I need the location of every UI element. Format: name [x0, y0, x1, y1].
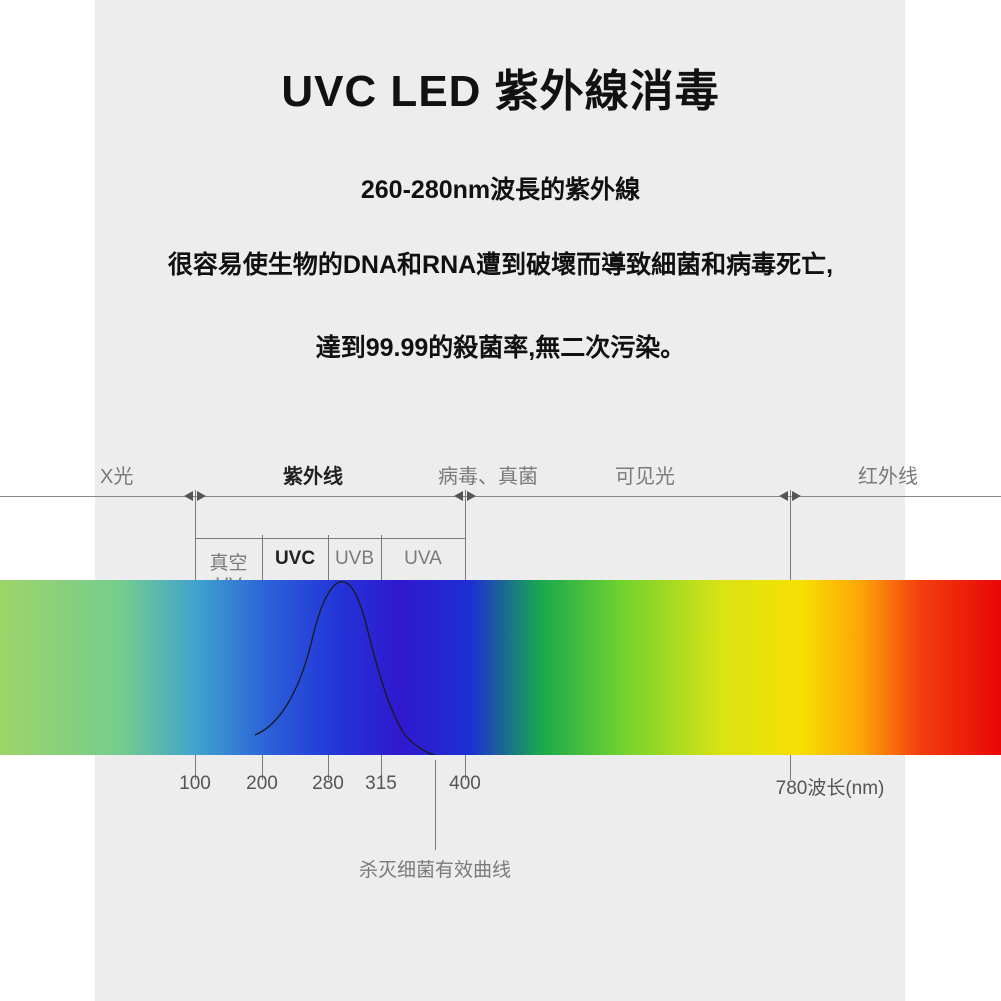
description-line-2: 很容易使生物的DNA和RNA遭到破壞而導致細菌和病毒死亡,	[0, 245, 1001, 281]
arrow-uv-left-in	[197, 491, 206, 501]
ticklabel-315: 315	[365, 773, 397, 795]
arrow-uv-right-out	[467, 491, 476, 501]
ticklabel-280: 280	[312, 773, 344, 795]
arrow-vis-ir-left	[779, 491, 788, 501]
label-uva: UVA	[383, 548, 463, 570]
label-visible: 可见光	[615, 460, 675, 489]
label-xray: X光	[100, 460, 133, 489]
label-uvc: UVC	[264, 548, 326, 570]
arrow-uv-right-in	[454, 491, 463, 501]
arrow-vis-ir-right	[792, 491, 801, 501]
page-title: UVC LED 紫外線消毒	[0, 55, 1001, 119]
uv-subrule	[195, 538, 465, 539]
description-line-3: 達到99.99的殺菌率,無二次污染。	[0, 328, 1001, 364]
ticklabel-200: 200	[246, 773, 278, 795]
curve-caption: 杀灭细菌有效曲线	[359, 855, 511, 882]
arrow-uv-left-out	[184, 491, 193, 501]
label-virus: 病毒、真菌	[438, 460, 538, 489]
spectrum-band	[0, 580, 1001, 755]
category-rule	[0, 496, 1001, 497]
description-line-1: 260-280nm波長的紫外線	[0, 170, 1001, 206]
label-uvb: UVB	[330, 548, 379, 570]
spectrum-diagram: X光 紫外线 病毒、真菌 可见光 红外线 真空UV UVC UVB UVA 10…	[0, 460, 1001, 900]
caption-line	[435, 760, 436, 850]
ticklabel-400: 400	[449, 773, 481, 795]
label-ir: 红外线	[858, 460, 918, 489]
ticklabel-100: 100	[179, 773, 211, 795]
label-uv: 紫外线	[283, 460, 343, 489]
ticklabel-780: 780波长(nm)	[776, 773, 885, 800]
